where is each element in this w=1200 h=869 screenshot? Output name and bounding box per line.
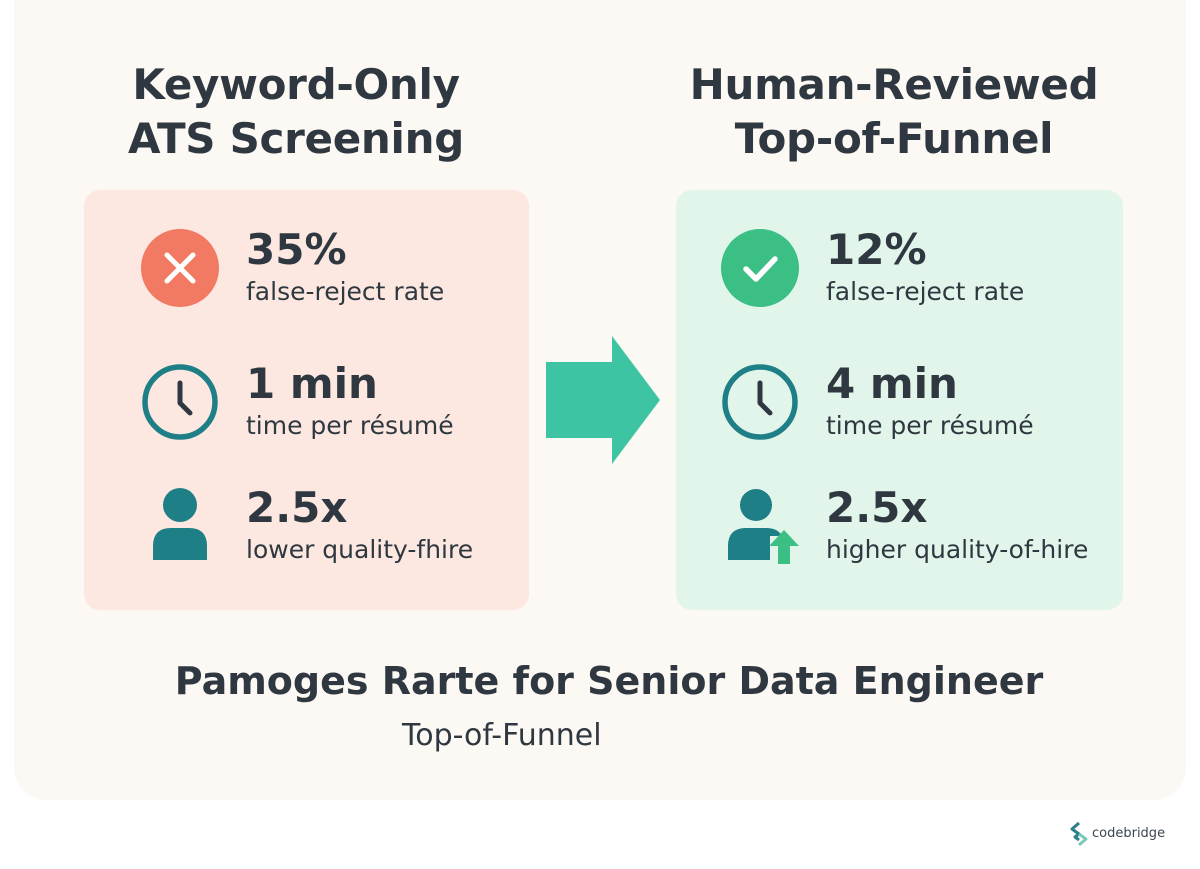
footer-subtitle: Top-of-Funnel bbox=[402, 718, 602, 753]
human-reviewed-panel: 12% false-reject rate 4 min time per rés… bbox=[676, 190, 1123, 610]
metric-label: time per résumé bbox=[246, 411, 454, 440]
keyword-only-panel: 35% false-reject rate 1 min time per rés… bbox=[84, 190, 529, 610]
right-arrow-icon bbox=[546, 336, 660, 464]
codebridge-logo-icon bbox=[1070, 822, 1088, 846]
person-icon bbox=[153, 488, 207, 560]
metric-value: 2.5x bbox=[826, 483, 928, 532]
metric-value: 1 min bbox=[246, 359, 378, 408]
metric-label: time per résumé bbox=[826, 411, 1034, 440]
time-per-resume-metric: 4 min time per résumé bbox=[676, 359, 1123, 452]
left-column-title: Keyword-Only ATS Screening bbox=[36, 58, 556, 166]
check-circle-icon bbox=[721, 229, 799, 307]
left-title-line-2: ATS Screening bbox=[128, 114, 464, 163]
metric-value: 35% bbox=[246, 225, 347, 274]
clock-icon bbox=[142, 364, 218, 440]
metric-label: false-reject rate bbox=[246, 277, 445, 306]
metric-value: 2.5x bbox=[246, 483, 348, 532]
footer-title: Pamoges Rarte for Senior Data Engineer bbox=[174, 659, 1044, 703]
left-title-line-1: Keyword-Only bbox=[132, 60, 460, 109]
right-title-line-1: Human-Reviewed bbox=[689, 60, 1099, 109]
metric-label: higher quality-of-hire bbox=[826, 535, 1089, 564]
quality-of-hire-metric: 2.5x higher quality-of-hire bbox=[676, 483, 1123, 576]
quality-of-hire-metric: 2.5x lower quality-fhire bbox=[84, 483, 529, 576]
clock-icon bbox=[722, 364, 798, 440]
right-title-line-2: Top-of-Funnel bbox=[734, 114, 1054, 163]
brand-name: codebridge bbox=[1092, 826, 1166, 841]
metric-label: lower quality-fhire bbox=[246, 535, 474, 564]
infographic-canvas: Keyword-Only ATS Screening Human-Reviewe… bbox=[14, 0, 1186, 800]
person-up-arrow-icon bbox=[728, 489, 799, 564]
false-reject-metric: 12% false-reject rate bbox=[676, 225, 1123, 318]
false-reject-metric: 35% false-reject rate bbox=[84, 225, 529, 318]
metric-value: 12% bbox=[826, 225, 927, 274]
x-circle-icon bbox=[141, 229, 219, 307]
right-column-title: Human-Reviewed Top-of-Funnel bbox=[634, 58, 1154, 166]
time-per-resume-metric: 1 min time per résumé bbox=[84, 359, 529, 452]
metric-value: 4 min bbox=[826, 359, 958, 408]
codebridge-brand: codebridge bbox=[1070, 822, 1190, 846]
metric-label: false-reject rate bbox=[826, 277, 1025, 306]
